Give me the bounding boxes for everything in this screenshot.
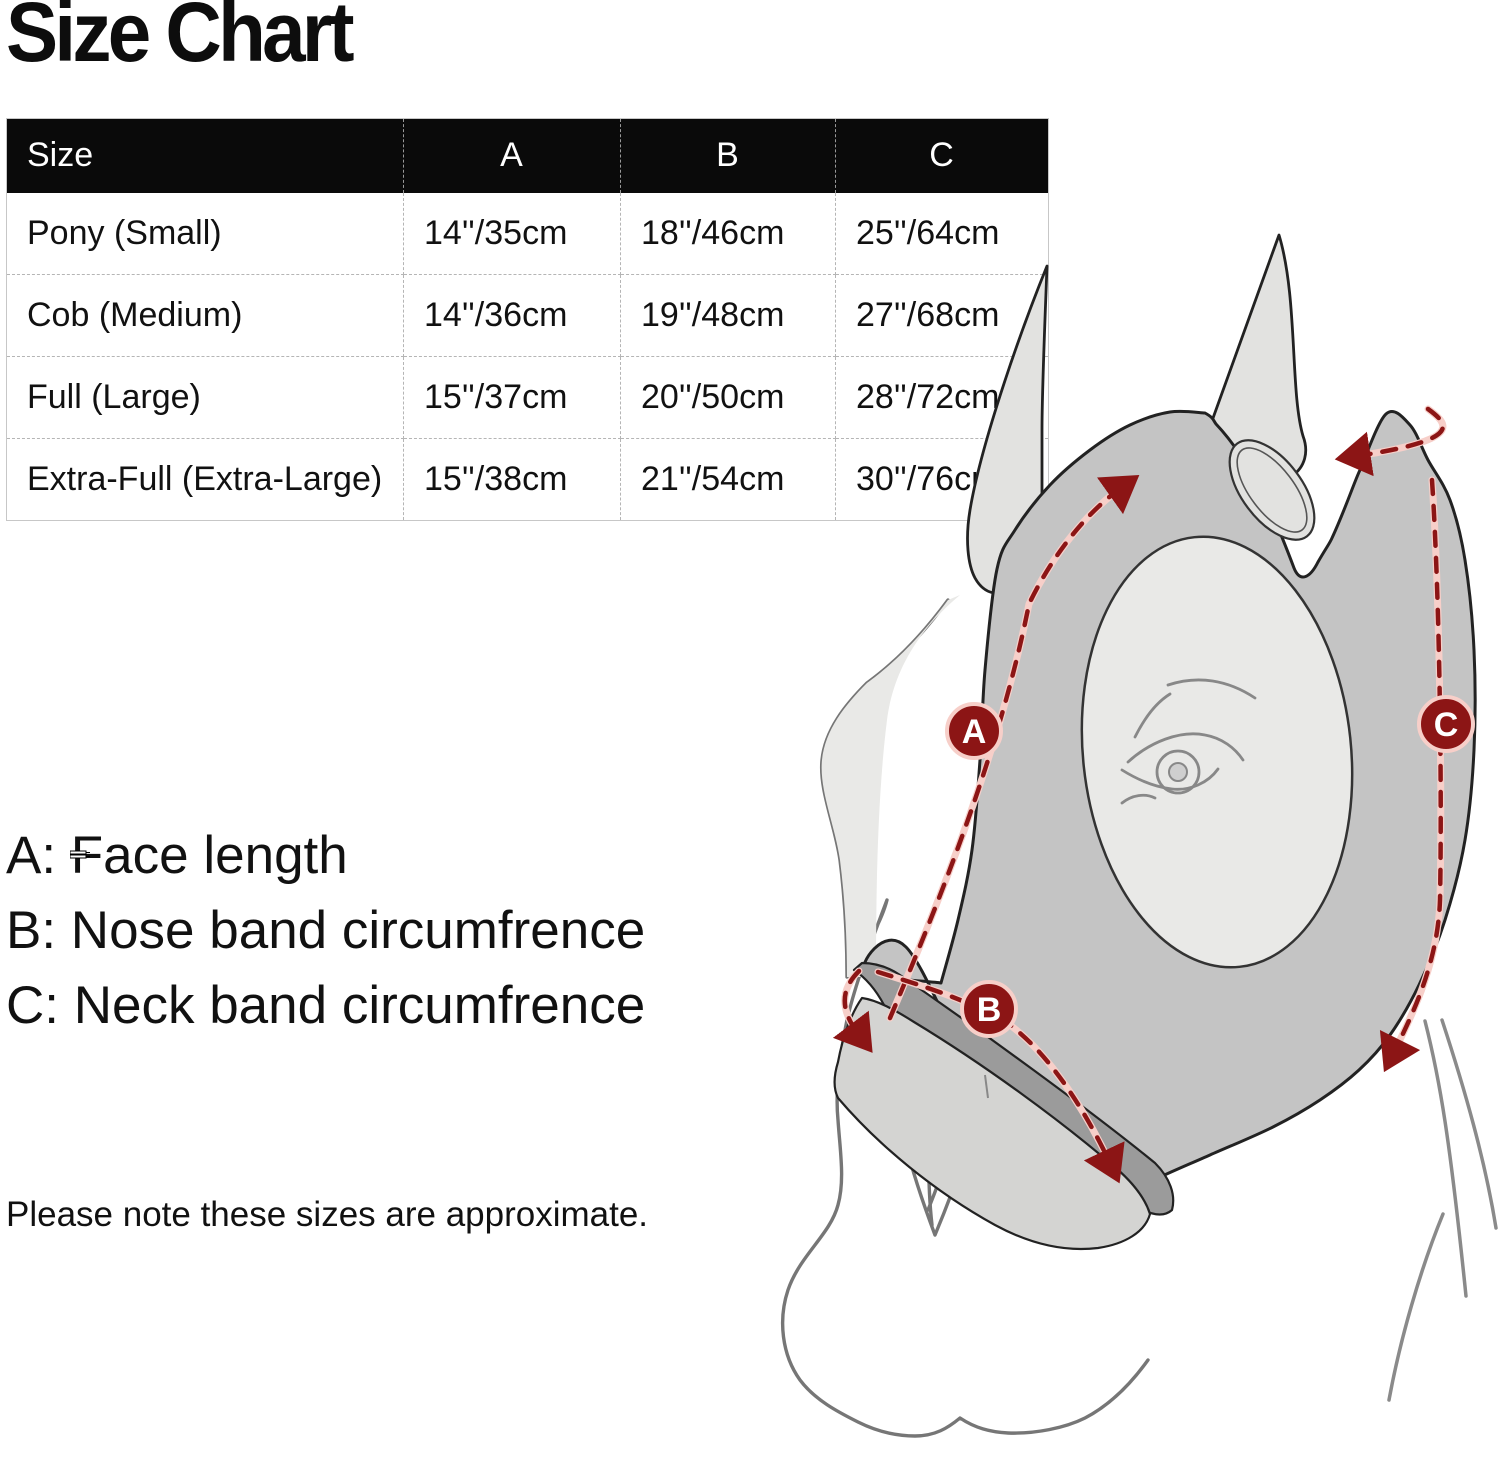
svg-text:B: B [977,991,1002,1029]
svg-text:C: C [1434,706,1459,744]
svg-text:A: A [962,713,987,751]
